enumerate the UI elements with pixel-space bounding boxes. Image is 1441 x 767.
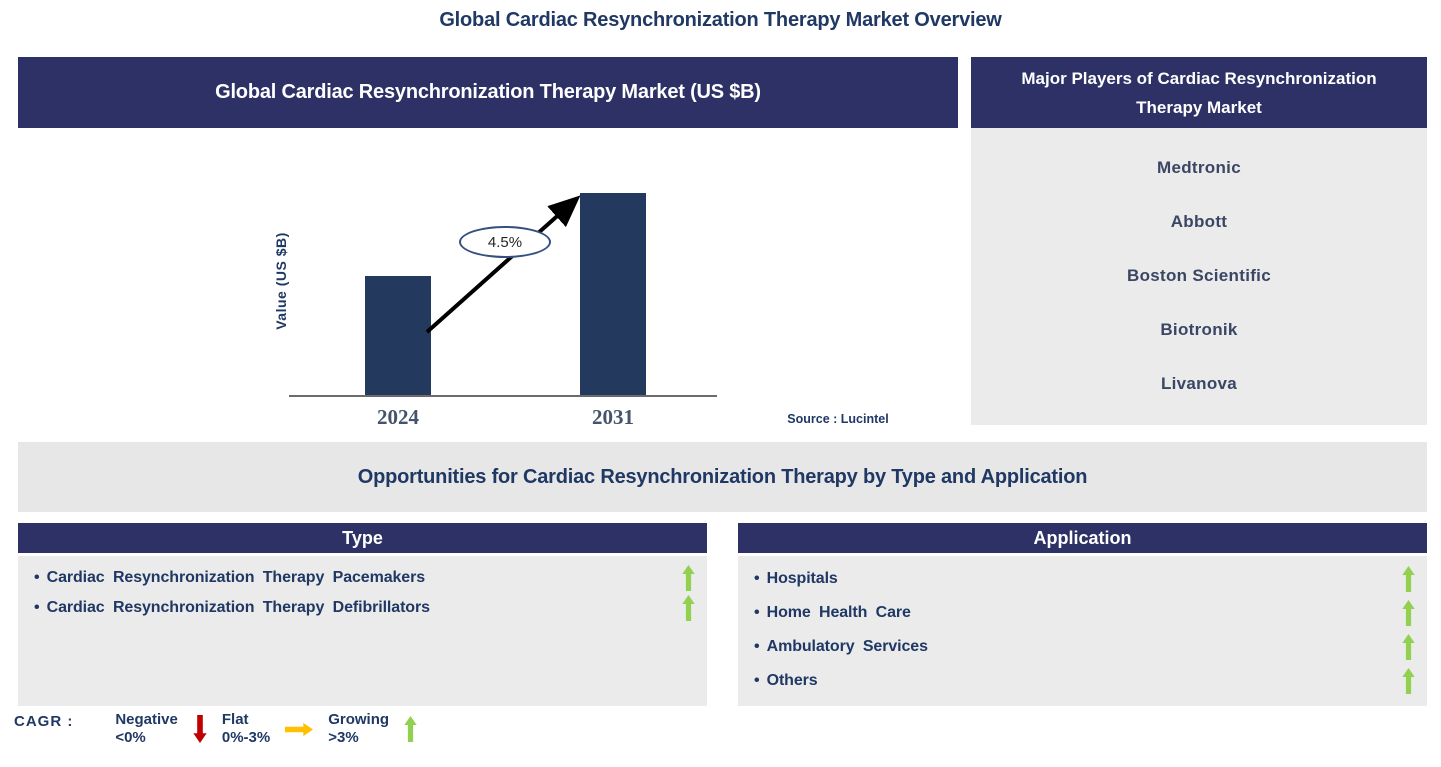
application-panel: Application • Hospitals • Home Health Ca…: [738, 523, 1427, 706]
bar-2031: [580, 193, 646, 395]
growing-up-arrow-icon: [1402, 566, 1415, 592]
cagr-trend-arrow: [425, 195, 581, 334]
growing-up-arrow-icon: [404, 711, 417, 747]
application-item-label: Ambulatory Services: [766, 638, 928, 655]
bar-2024: [365, 276, 431, 395]
type-item-label: Cardiac Resynchronization Therapy Pacema…: [46, 569, 426, 586]
y-axis-label: Value (US $B): [273, 232, 289, 330]
type-panel: Type • Cardiac Resynchronization Therapy…: [18, 523, 707, 706]
type-panel-header: Type: [18, 523, 707, 553]
cagr-legend: CAGR : Negative <0% Flat 0%-3% Growing >…: [14, 711, 432, 747]
player-item: Boston Scientific: [1127, 266, 1271, 285]
legend-entry-flat: Flat 0%-3%: [222, 711, 270, 747]
opportunities-band: Opportunities for Cardiac Resynchronizat…: [18, 442, 1427, 512]
list-item: • Hospitals: [738, 564, 1427, 594]
player-item: Biotronik: [1160, 320, 1238, 339]
cagr-value-label: 4.5%: [487, 233, 523, 251]
growing-up-arrow-icon: [682, 565, 695, 591]
market-chart-header: Global Cardiac Resynchronization Therapy…: [18, 57, 958, 128]
legend-entry-growing: Growing >3%: [328, 711, 389, 747]
application-item-label: Hospitals: [766, 570, 838, 587]
list-item: • Cardiac Resynchronization Therapy Defi…: [18, 593, 707, 623]
bullet-icon: •: [754, 570, 760, 587]
growing-up-arrow-icon: [1402, 668, 1415, 694]
flat-right-arrow-icon: [285, 711, 314, 747]
opportunities-title: Opportunities for Cardiac Resynchronizat…: [357, 465, 1088, 488]
major-players-header: Major Players of Cardiac Resynchronizati…: [971, 57, 1427, 128]
bullet-icon: •: [754, 672, 760, 689]
player-item: Abbott: [1170, 212, 1228, 231]
legend-label: Flat: [221, 711, 249, 728]
x-tick-2024: 2024: [377, 405, 419, 429]
application-item-label: Others: [766, 672, 818, 689]
application-item-label: Home Health Care: [766, 604, 911, 621]
x-tick-2031: 2031: [592, 405, 634, 429]
type-item-label: Cardiac Resynchronization Therapy Defibr…: [46, 599, 430, 616]
growing-up-arrow-icon: [1402, 634, 1415, 660]
legend-range: >3%: [328, 729, 359, 746]
list-item: • Home Health Care: [738, 598, 1427, 628]
list-item: • Ambulatory Services: [738, 632, 1427, 662]
legend-range: 0%-3%: [221, 729, 271, 746]
list-item: • Cardiac Resynchronization Therapy Pace…: [18, 563, 707, 593]
market-bar-chart: Value (US $B) 4.5% 2024 2031 Source : Lu…: [18, 128, 958, 437]
legend-entry-negative: Negative <0%: [115, 711, 178, 747]
legend-label: Negative: [115, 711, 178, 728]
cagr-legend-prefix: CAGR :: [14, 713, 74, 730]
bullet-icon: •: [34, 569, 40, 586]
type-panel-body: • Cardiac Resynchronization Therapy Pace…: [18, 556, 707, 706]
cagr-value-callout: 4.5%: [459, 226, 551, 258]
growing-up-arrow-icon: [682, 595, 695, 621]
legend-label: Growing: [328, 711, 390, 728]
negative-down-arrow-icon: [193, 711, 207, 747]
application-panel-body: • Hospitals • Home Health Care • Ambulat…: [738, 556, 1427, 706]
major-players-header-label: Major Players of Cardiac Resynchronizati…: [1021, 68, 1377, 117]
bullet-icon: •: [34, 599, 40, 616]
bullet-icon: •: [754, 638, 760, 655]
legend-range: <0%: [115, 729, 146, 746]
bullet-icon: •: [754, 604, 760, 621]
player-item: Medtronic: [1157, 158, 1241, 177]
page-title: Global Cardiac Resynchronization Therapy…: [439, 9, 1002, 31]
list-item: • Others: [738, 666, 1427, 696]
x-axis-line: [289, 395, 717, 397]
application-panel-header: Application: [738, 523, 1427, 553]
player-item: Livanova: [1160, 374, 1238, 393]
major-players-list: Medtronic Abbott Boston Scientific Biotr…: [971, 128, 1427, 425]
growing-up-arrow-icon: [1402, 600, 1415, 626]
source-note: Source : Lucintel: [787, 412, 889, 426]
